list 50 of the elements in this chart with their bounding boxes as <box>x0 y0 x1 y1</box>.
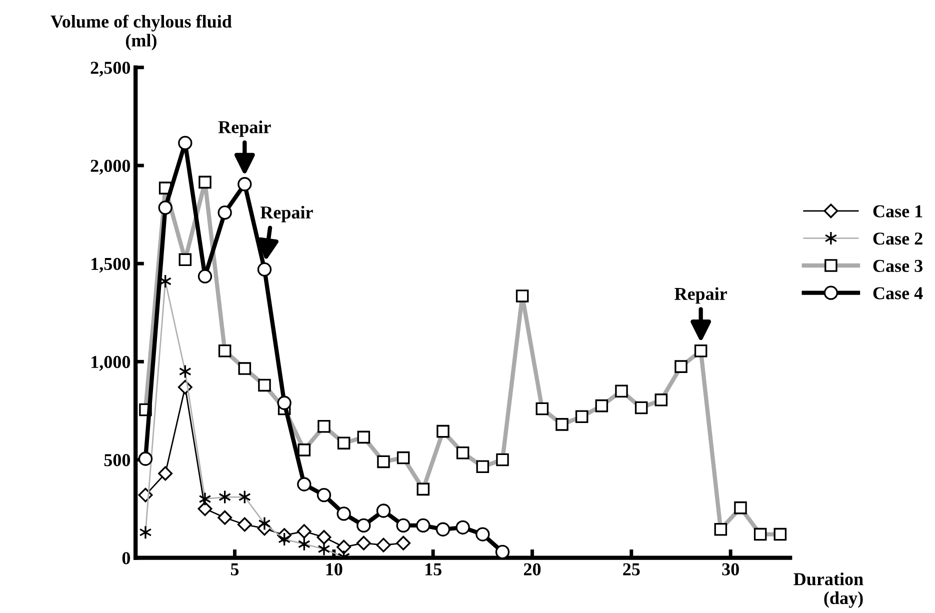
y-axis-title: Volume of chylous fluid (ml) <box>50 14 232 50</box>
point <box>277 396 292 410</box>
y-tick-label: 1,000 <box>92 356 130 371</box>
point <box>316 530 332 544</box>
point <box>218 206 232 220</box>
annotation: Repair <box>218 120 271 137</box>
point <box>495 544 510 558</box>
x-tick-label: 15 <box>425 563 442 576</box>
point <box>336 540 352 554</box>
legend-label: Case 1 <box>873 205 922 218</box>
point <box>237 517 252 532</box>
y-tick-label: 2,000 <box>90 160 130 175</box>
point <box>376 538 391 552</box>
point <box>178 136 192 150</box>
point <box>218 510 232 525</box>
annotation: Repair <box>674 287 728 304</box>
point <box>198 502 212 516</box>
legend-label: Case 4 <box>873 287 923 300</box>
point <box>198 269 212 284</box>
point <box>257 262 272 277</box>
point <box>158 466 173 481</box>
legend-label: Case 3 <box>873 260 922 272</box>
point <box>476 527 490 542</box>
x-axis-title: Duration (day) <box>794 572 864 608</box>
point <box>396 536 411 550</box>
point <box>356 536 371 550</box>
y-tick-label: 500 <box>104 454 130 466</box>
point <box>396 518 410 533</box>
point <box>376 504 391 518</box>
x-tick-label: 5 <box>230 563 239 576</box>
point <box>356 518 371 533</box>
point <box>296 524 312 539</box>
point <box>416 518 430 533</box>
y-tick-label: 1,500 <box>92 258 130 273</box>
y-tick-label: 2,500 <box>90 62 130 76</box>
x-tick-label: 30 <box>722 563 739 576</box>
point <box>436 522 450 536</box>
point <box>238 177 252 192</box>
point <box>297 477 312 492</box>
point <box>138 452 153 466</box>
y-tick-label: 0 <box>122 552 130 564</box>
x-tick-label: 20 <box>524 563 541 576</box>
legend-label: Case 2 <box>873 232 922 245</box>
point <box>456 520 470 535</box>
point <box>158 200 172 215</box>
x-tick-label: 25 <box>623 563 640 576</box>
annotation: Repair <box>260 206 313 222</box>
x-tick-label: 10 <box>326 563 342 576</box>
point <box>316 488 332 502</box>
point <box>336 506 351 521</box>
